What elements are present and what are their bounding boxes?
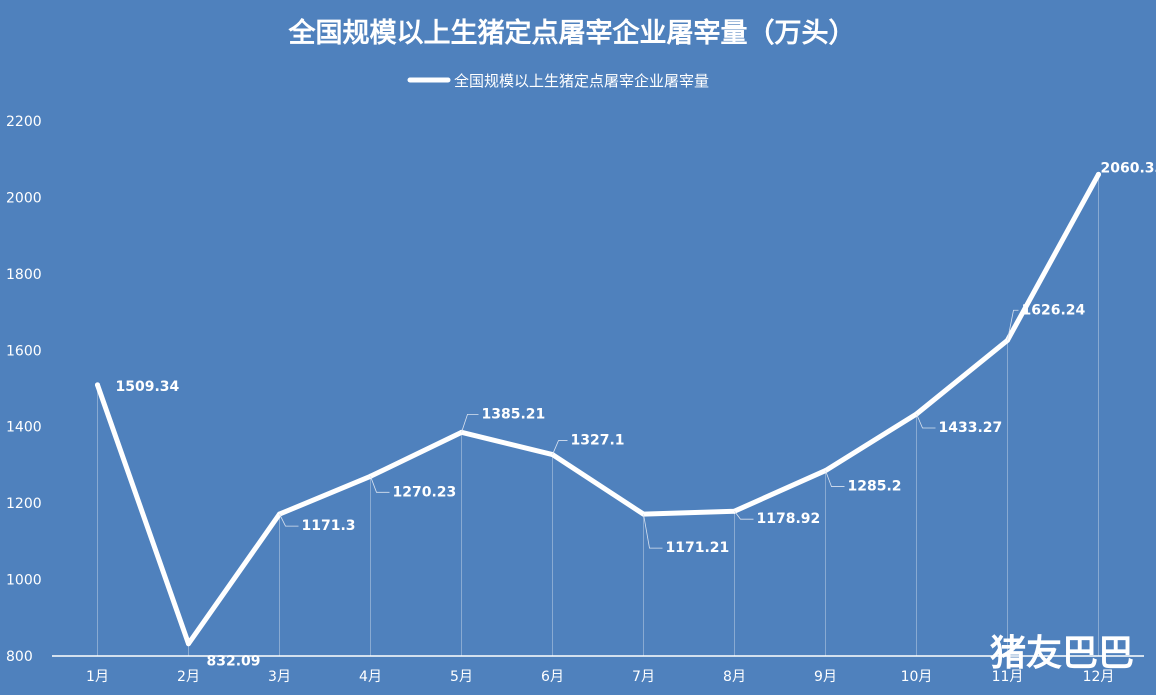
y-tick-label: 2000 (6, 190, 42, 206)
y-tick-label: 2200 (6, 114, 42, 130)
y-tick-label: 1200 (6, 496, 42, 512)
data-label: 1327.1 (571, 433, 625, 449)
data-point (1096, 171, 1101, 177)
data-label: 1270.23 (393, 484, 457, 500)
x-tick-label: 11月 (992, 669, 1024, 685)
label-leader-line (734, 510, 754, 520)
x-tick-label: 7月 (632, 669, 655, 685)
y-tick-label: 1400 (6, 420, 42, 436)
y-tick-label: 1800 (6, 267, 42, 283)
y-tick-label: 1600 (6, 343, 42, 359)
x-tick-label: 5月 (450, 669, 473, 685)
data-label: 1509.34 (116, 379, 180, 395)
x-axis: 1月 2月 3月 4月 5月 6月 7月 8月 9月 10月 11月 12月 (86, 669, 1114, 685)
chart-title: 全国规模以上生猪定点屠宰企业屠宰量（万头） (288, 17, 856, 49)
data-label: 1171.21 (666, 540, 730, 556)
label-leader-line (825, 470, 845, 487)
data-label: 1626.24 (1022, 302, 1086, 318)
drop-lines (97, 174, 1099, 656)
x-tick-label: 1月 (86, 669, 109, 685)
legend-label: 全国规模以上生猪定点屠宰企业屠宰量 (454, 72, 709, 90)
data-label: 2060.35 (1101, 160, 1156, 176)
y-tick-label: 1000 (6, 573, 42, 589)
x-tick-label: 9月 (814, 669, 837, 685)
series-group (95, 171, 1101, 647)
data-point (186, 641, 191, 647)
x-tick-label: 8月 (723, 669, 746, 685)
label-leader-line (1007, 309, 1019, 341)
watermark: 猪友巴巴 (990, 632, 1134, 674)
x-tick-label: 2月 (177, 669, 200, 685)
y-tick-label: 800 (6, 649, 33, 665)
label-leader-line (461, 413, 479, 433)
x-tick-label: 12月 (1083, 669, 1115, 685)
data-label: 1385.21 (482, 406, 546, 422)
label-leader-line (370, 476, 390, 493)
label-leader-line (279, 513, 299, 527)
x-tick-label: 3月 (268, 669, 291, 685)
data-label: 832.09 (207, 654, 261, 670)
data-labels: 1509.34 832.09 1171.3 1270.23 1385.21 1327.1 1… (116, 160, 1156, 669)
x-tick-label: 10月 (901, 669, 933, 685)
label-leader-line (552, 440, 568, 455)
data-label: 1433.27 (939, 420, 1003, 436)
x-tick-label: 6月 (541, 669, 564, 685)
legend: 全国规模以上生猪定点屠宰企业屠宰量 (407, 72, 709, 90)
data-label: 1178.92 (757, 511, 821, 527)
data-label: 1171.3 (302, 518, 356, 534)
x-tick-label: 4月 (359, 669, 382, 685)
data-label: 1285.2 (848, 479, 902, 495)
label-leader-line (643, 514, 663, 549)
label-leader-line (916, 413, 936, 429)
y-axis: 800 1000 1200 1400 1600 1800 2000 2200 (6, 114, 42, 665)
data-point (95, 382, 100, 388)
series-line (95, 171, 1101, 647)
